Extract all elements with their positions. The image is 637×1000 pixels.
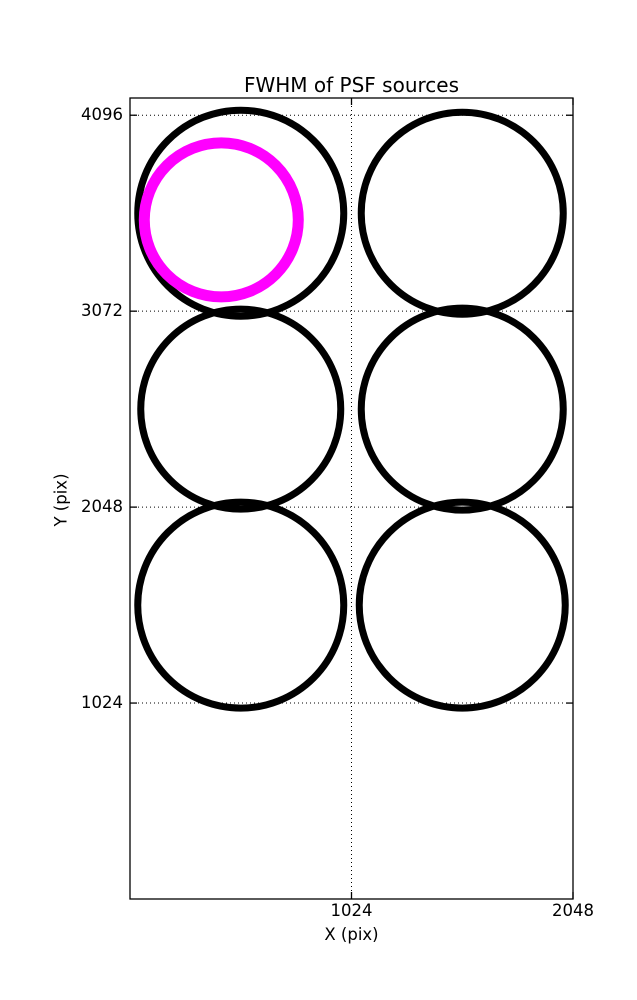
- y-tick-label: 2048: [81, 497, 123, 517]
- psf-source-circle: [134, 106, 348, 320]
- y-tick-label: 1024: [81, 693, 123, 713]
- axes-frame: [129, 97, 574, 900]
- highlighted-source-circle: [138, 137, 304, 303]
- x-tick-label: 1024: [330, 901, 373, 920]
- psf-source-circle: [357, 304, 567, 514]
- chart-title: FWHM of PSF sources: [243, 73, 460, 97]
- psf-source-circle: [355, 498, 569, 712]
- y-tick-label: 3072: [81, 301, 123, 321]
- psf-source-circle: [134, 498, 348, 712]
- data-points: [134, 106, 569, 712]
- x-tick-label: 2048: [552, 901, 594, 920]
- y-tick-label: 4096: [81, 105, 123, 125]
- psf-source-circle: [357, 108, 567, 318]
- x-axis-label: X (pix): [324, 925, 379, 944]
- psf-source-circle: [137, 305, 345, 513]
